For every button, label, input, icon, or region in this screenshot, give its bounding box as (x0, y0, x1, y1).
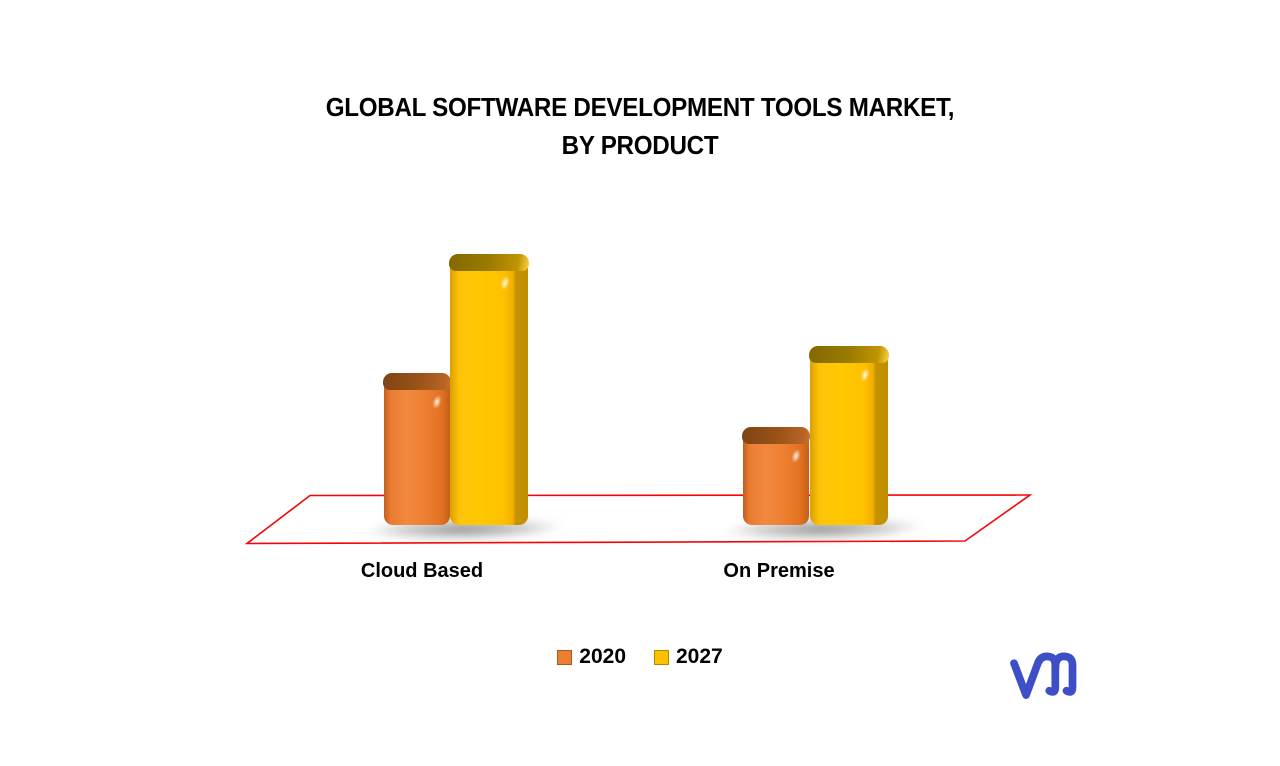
chart-area: GLOBAL SOFTWARE DEVELOPMENT TOOLS MARKET… (0, 0, 1280, 766)
bar-gloss-highlight (859, 367, 871, 383)
bar-on-premise-2027 (810, 347, 888, 525)
bar-gloss-highlight (790, 448, 802, 464)
bar-cloud-based-2027 (450, 255, 528, 525)
bar-gloss-highlight (499, 275, 511, 291)
bar-on-premise-2020 (743, 428, 809, 525)
plot-floor (0, 0, 1280, 766)
bar-cloud-based-2020 (384, 374, 450, 525)
bar-gloss-highlight (431, 394, 443, 410)
